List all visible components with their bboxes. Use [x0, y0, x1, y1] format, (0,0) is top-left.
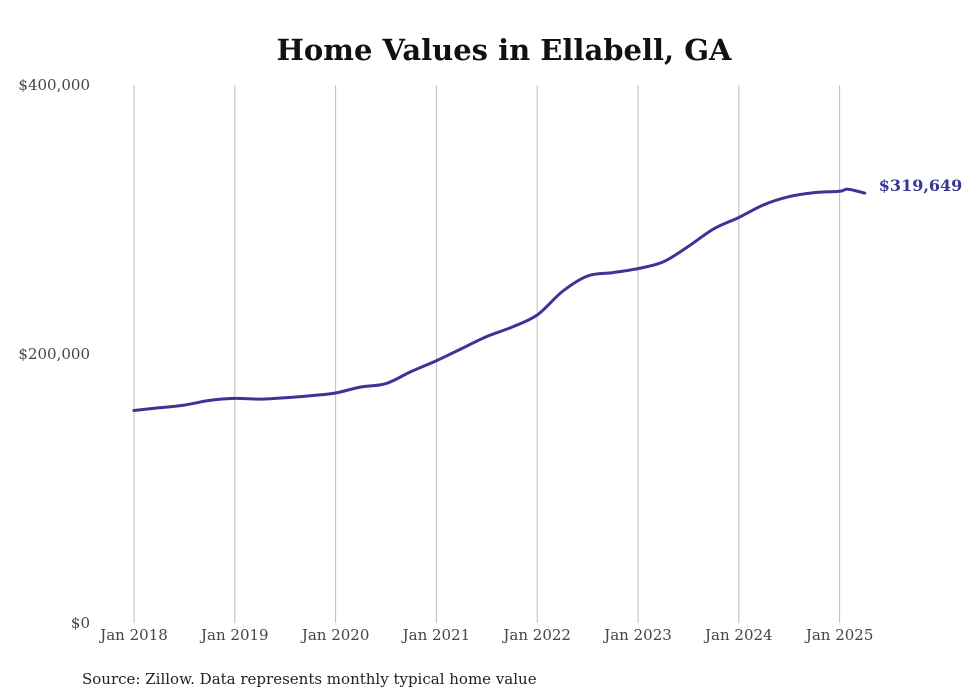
- x-tick-label: Jan 2019: [199, 626, 269, 644]
- x-tick-label: Jan 2025: [804, 626, 874, 644]
- chart-title: Home Values in Ellabell, GA: [277, 33, 732, 67]
- x-tick-label: Jan 2023: [602, 626, 672, 644]
- x-tick-label: Jan 2018: [98, 626, 168, 644]
- home-value-line: [132, 187, 867, 412]
- x-tick-label: Jan 2020: [300, 626, 370, 644]
- x-axis-tick-labels: Jan 2018 Jan 2019 Jan 2020 Jan 2021 Jan 2022…: [98, 626, 873, 644]
- x-tick-label: Jan 2021: [401, 626, 471, 644]
- source-note: Source: Zillow. Data represents monthly …: [82, 670, 537, 688]
- x-gridlines: [133, 85, 841, 623]
- y-axis-tick-labels: $0 $200,000 $400,000: [18, 76, 90, 632]
- y-tick-label: $0: [71, 614, 90, 632]
- x-tick-label: Jan 2024: [703, 626, 773, 644]
- x-tick-label: Jan 2022: [501, 626, 571, 644]
- y-tick-label: $200,000: [18, 345, 90, 363]
- latest-value-label: $319,649: [879, 176, 963, 195]
- y-tick-label: $400,000: [18, 76, 90, 94]
